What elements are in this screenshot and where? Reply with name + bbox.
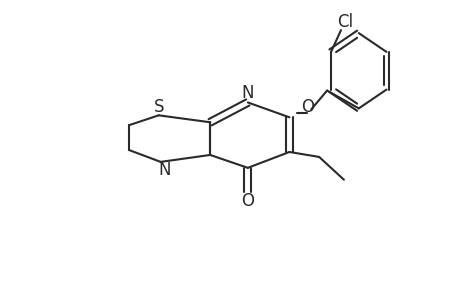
Text: O: O	[241, 191, 254, 209]
Text: N: N	[241, 83, 253, 101]
Text: O: O	[300, 98, 313, 116]
Text: N: N	[158, 161, 170, 179]
Text: S: S	[153, 98, 163, 116]
Text: Cl: Cl	[336, 13, 352, 31]
